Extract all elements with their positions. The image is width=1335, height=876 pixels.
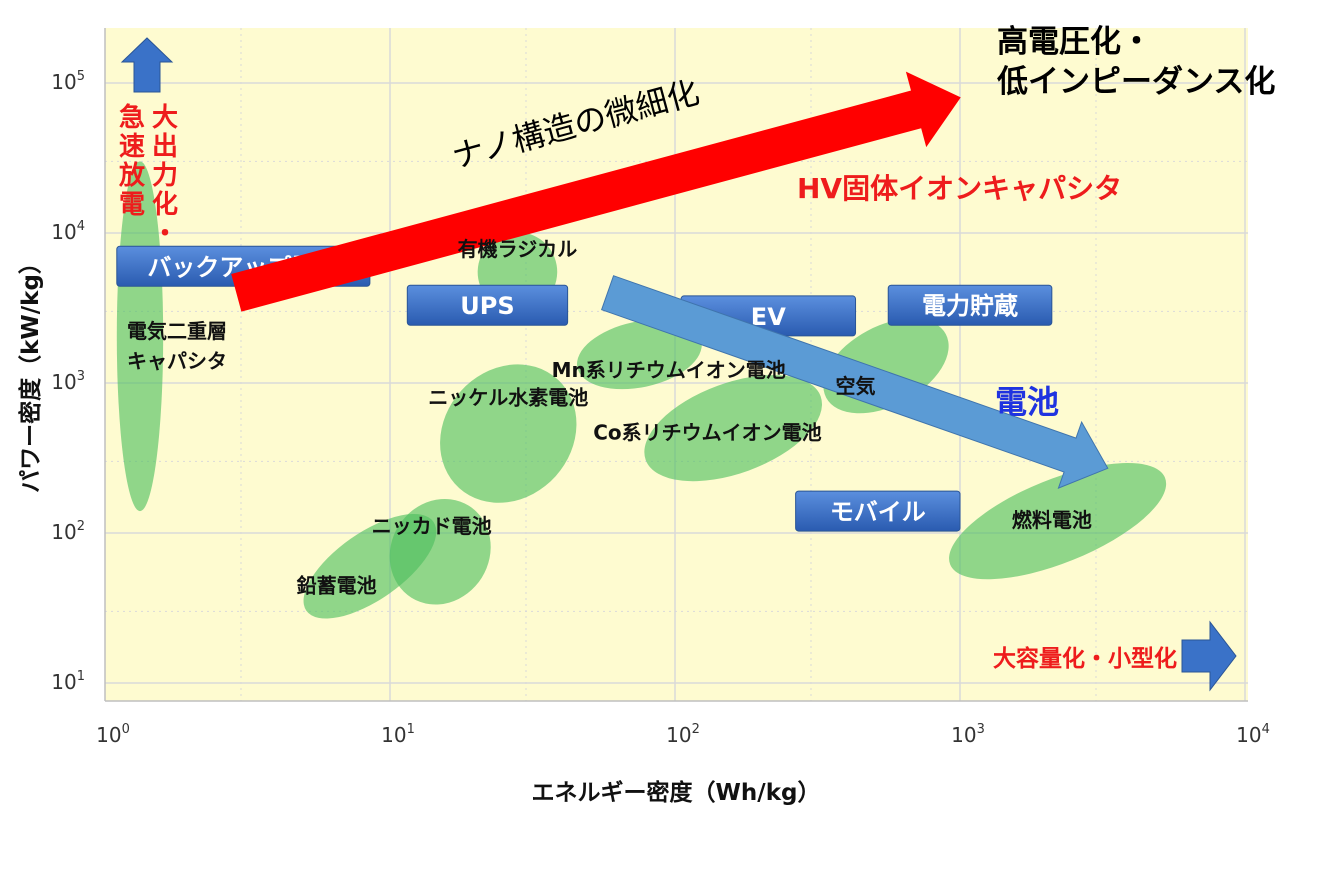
top-right-annotation-line-1: 高電圧化・ [997,24,1152,60]
region-label: 電気二重層 [127,319,227,343]
region-label: 鉛蓄電池 [297,574,377,598]
application-box [887,284,1053,326]
battery-arrow [600,275,1109,489]
vertical-annotation-char: 急 [119,103,145,133]
region-label: 有機ラジカル [458,237,578,261]
application-box [795,490,961,532]
right-arrow-annotation: 大容量化・小型化 [993,645,1177,672]
vertical-annotation-char: 出 [152,132,178,162]
tick-label: 105 [51,69,85,94]
tick-label: 101 [381,722,415,747]
region-label: Co系リチウムイオン電池 [593,421,821,445]
vertical-annotation-char: ・ [152,219,178,249]
region-ellipse [440,364,577,503]
region-ellipse [644,375,822,482]
tick-label: 103 [951,722,985,747]
region-ellipse [949,462,1167,580]
top-right-annotation-line-2: 低インピーダンス化 [996,64,1275,100]
application-box-label: モバイル [830,498,926,526]
region-label: キャパシタ [127,349,227,373]
vertical-annotation-char: 化 [152,190,178,220]
battery-annotation: 電池 [995,383,1059,421]
axes [104,28,1248,702]
vertical-annotation-char: 電 [119,190,145,220]
tick-label: 100 [96,722,130,747]
region-label: 空気 [836,374,876,398]
region-ellipse [577,319,702,390]
tick-label: 104 [51,219,85,244]
region-label: ニッケル水素電池 [428,385,588,409]
tick-labels: 100 101 102 103 104 101 102 103 104 105 [51,69,1270,747]
right-arrow-icon [1181,620,1237,692]
vertical-annotation-char: 力 [152,161,178,191]
application-box [406,284,569,326]
up-arrow-icon [120,37,174,93]
application-box-label: UPS [460,292,514,320]
tick-label: 104 [1236,722,1270,747]
y-axis-title: パワー密度（kW/kg） [17,251,44,493]
region-label: Mn系リチウムイオン電池 [552,358,786,382]
tick-label: 102 [51,519,85,544]
annotations: エネルギー密度（Wh/kg） パワー密度（kW/kg） 高電圧化・ 低インピーダ… [17,24,1275,806]
tick-label: 103 [51,369,85,394]
region-label: 燃料電池 [1012,508,1092,532]
vertical-annotation-char: 大 [152,103,178,133]
region-label: ニッカド電池 [372,514,492,538]
application-box-label: 電力貯蔵 [922,292,1018,320]
tick-label: 102 [666,722,700,747]
hv-capacitor-annotation: HV固体イオンキャパシタ [797,172,1122,205]
nano-structure-arrow [231,71,961,312]
region-ellipse [389,498,491,605]
tick-label: 101 [51,669,85,694]
vertical-annotation-char: 速 [119,132,145,162]
x-axis-title: エネルギー密度（Wh/kg） [532,779,821,806]
vertical-annotation-char: 放 [118,160,146,191]
